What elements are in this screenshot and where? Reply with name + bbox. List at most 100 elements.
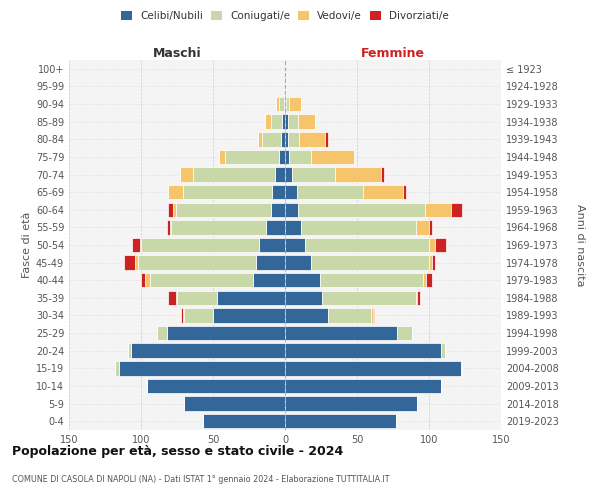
Bar — [285, 114, 288, 129]
Bar — [285, 168, 292, 181]
Bar — [285, 150, 289, 164]
Bar — [217, 290, 285, 305]
Bar — [285, 326, 397, 340]
Legend: Celibi/Nubili, Coniugati/e, Vedovi/e, Divorziati/e: Celibi/Nubili, Coniugati/e, Vedovi/e, Di… — [118, 8, 452, 24]
Bar — [183, 308, 184, 322]
Y-axis label: Anni di nascita: Anni di nascita — [575, 204, 586, 286]
Bar — [138, 256, 256, 270]
Bar — [181, 308, 183, 322]
Bar — [435, 238, 446, 252]
Text: COMUNE DI CASOLA DI NAPOLI (NA) - Dati ISTAT 1° gennaio 2024 - Elaborazione TUTT: COMUNE DI CASOLA DI NAPOLI (NA) - Dati I… — [12, 476, 389, 484]
Bar — [177, 290, 217, 305]
Bar — [285, 132, 288, 146]
Bar — [301, 220, 416, 234]
Bar — [115, 361, 119, 376]
Bar — [373, 308, 374, 322]
Bar — [176, 290, 177, 305]
Bar — [397, 326, 412, 340]
Bar — [305, 238, 429, 252]
Bar — [299, 132, 325, 146]
Bar — [147, 378, 285, 393]
Bar — [262, 132, 281, 146]
Bar — [382, 168, 385, 181]
Bar — [131, 344, 285, 358]
Bar — [429, 238, 435, 252]
Bar — [140, 238, 141, 252]
Bar — [183, 185, 272, 200]
Bar — [167, 220, 170, 234]
Bar — [128, 344, 131, 358]
Bar — [426, 273, 432, 287]
Bar — [328, 308, 371, 322]
Bar — [253, 273, 285, 287]
Bar — [285, 220, 301, 234]
Bar — [285, 396, 418, 411]
Y-axis label: Fasce di età: Fasce di età — [22, 212, 32, 278]
Bar — [298, 202, 425, 217]
Bar — [184, 396, 285, 411]
Bar — [285, 256, 311, 270]
Bar — [157, 326, 167, 340]
Bar — [285, 344, 440, 358]
Text: Maschi: Maschi — [152, 47, 202, 60]
Bar — [145, 273, 149, 287]
Bar — [173, 202, 176, 217]
Bar — [281, 132, 285, 146]
Bar — [124, 256, 135, 270]
Bar — [285, 97, 286, 112]
Bar — [170, 220, 171, 234]
Bar — [440, 344, 445, 358]
Bar — [371, 308, 373, 322]
Bar — [135, 256, 138, 270]
Bar — [292, 168, 335, 181]
Bar — [141, 238, 259, 252]
Bar — [286, 97, 289, 112]
Bar — [133, 238, 140, 252]
Bar — [279, 150, 285, 164]
Bar — [219, 150, 224, 164]
Bar — [169, 202, 173, 217]
Bar — [266, 220, 285, 234]
Bar — [425, 202, 451, 217]
Bar — [180, 168, 193, 181]
Bar — [271, 114, 282, 129]
Bar — [335, 168, 382, 181]
Bar — [322, 290, 416, 305]
Bar — [285, 79, 286, 94]
Bar — [259, 238, 285, 252]
Bar — [279, 97, 284, 112]
Bar — [149, 273, 253, 287]
Bar — [203, 414, 285, 428]
Bar — [285, 273, 320, 287]
Bar — [282, 114, 285, 129]
Bar — [298, 114, 315, 129]
Bar — [275, 168, 285, 181]
Bar — [432, 256, 435, 270]
Bar — [296, 185, 363, 200]
Bar — [184, 308, 213, 322]
Bar — [416, 220, 429, 234]
Text: Popolazione per età, sesso e stato civile - 2024: Popolazione per età, sesso e stato civil… — [12, 445, 343, 458]
Bar — [320, 273, 423, 287]
Bar — [213, 308, 285, 322]
Bar — [288, 132, 299, 146]
Bar — [256, 256, 285, 270]
Bar — [285, 378, 440, 393]
Bar — [285, 238, 305, 252]
Bar — [169, 185, 183, 200]
Bar — [285, 202, 298, 217]
Bar — [451, 202, 462, 217]
Bar — [169, 290, 176, 305]
Bar — [277, 97, 279, 112]
Bar — [285, 308, 328, 322]
Bar — [271, 202, 285, 217]
Text: Femmine: Femmine — [361, 47, 425, 60]
Bar — [423, 273, 426, 287]
Bar — [418, 290, 421, 305]
Bar — [285, 290, 322, 305]
Bar — [363, 185, 403, 200]
Bar — [289, 150, 311, 164]
Bar — [403, 185, 406, 200]
Bar — [265, 114, 271, 129]
Bar — [429, 256, 432, 270]
